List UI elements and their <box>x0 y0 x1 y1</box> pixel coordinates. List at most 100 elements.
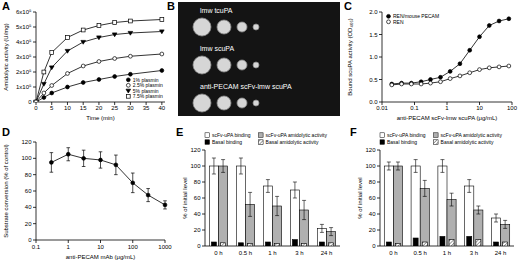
y-tick-label: 0 <box>372 243 376 249</box>
category-label: 1 h <box>268 250 276 256</box>
error-stem <box>223 160 224 173</box>
y-tick <box>33 12 36 13</box>
zymography-spot <box>193 56 211 74</box>
bar <box>238 243 243 246</box>
x-tick-label: 10 <box>64 105 71 111</box>
category-label: 1 h <box>443 250 451 256</box>
y-tick <box>377 182 380 183</box>
data-point <box>160 18 164 22</box>
data-point <box>42 96 46 100</box>
data-point <box>419 82 423 86</box>
error-bar <box>450 193 454 206</box>
legend-label: 7.5% plasmin <box>133 93 163 99</box>
legend-label: scFv-uPA amidolytic activity <box>266 132 328 138</box>
legend: 1% plasmin2.5% plasmin5% plasmin7.5% pla… <box>126 77 163 100</box>
data-point <box>66 85 70 89</box>
error-bar <box>221 160 225 173</box>
plot-area <box>384 160 509 246</box>
bar <box>447 200 456 246</box>
y-tick <box>33 158 36 159</box>
error-bar <box>396 162 400 170</box>
x-tick-label: 1000 <box>158 244 172 250</box>
y-tick-label: 20 <box>194 227 201 233</box>
data-point <box>112 33 117 37</box>
error-cap <box>414 172 418 173</box>
plot-area <box>209 158 335 246</box>
error-cap <box>476 214 480 215</box>
series-line <box>392 66 509 85</box>
data-point <box>42 70 46 74</box>
data-point <box>66 36 70 40</box>
bar <box>465 186 474 246</box>
bar <box>422 242 427 246</box>
error-stem <box>424 180 425 196</box>
x-axis-line <box>36 102 165 103</box>
y-tick-label: 120 <box>365 147 376 153</box>
y-tick-label: 40 <box>369 211 376 217</box>
y-tick-label: 1.5 <box>369 32 378 38</box>
error-stem <box>240 158 241 174</box>
bar <box>494 242 499 246</box>
y-tick-label: 2x10⁵ <box>16 69 32 75</box>
error-bar <box>440 160 444 173</box>
bar <box>491 218 500 246</box>
data-point <box>507 64 511 68</box>
error-cap <box>440 159 444 160</box>
error-cap <box>82 150 86 151</box>
error-stem <box>321 224 322 232</box>
error-cap <box>423 196 427 197</box>
lane-label: lmw tcuPA <box>200 7 233 14</box>
data-point <box>468 71 472 75</box>
error-bar <box>387 162 391 170</box>
y-tick-label: 80 <box>25 172 32 178</box>
error-cap <box>163 208 167 209</box>
y-tick-label: 0 <box>28 99 32 105</box>
data-point <box>146 193 150 197</box>
x-tick-label: 30 <box>127 105 134 111</box>
bar <box>386 242 391 246</box>
error-stem <box>505 220 506 228</box>
error-cap <box>494 214 498 215</box>
bar <box>265 242 270 246</box>
legend: scFv-uPA bindingscFv-uPA amidolytic acti… <box>205 132 327 145</box>
y-axis-label: % of initial level <box>182 177 188 218</box>
error-bar <box>82 150 86 166</box>
y-tick-label: 2.0 <box>369 9 378 15</box>
data-point <box>448 77 452 81</box>
y-tick-label: 40 <box>25 204 32 210</box>
error-stem <box>250 192 251 216</box>
y-tick-label: 80 <box>194 179 201 185</box>
y-tick-label: 40 <box>194 211 201 217</box>
x-axis: 0 h0.5 h1 h3 h24 h <box>380 246 514 256</box>
category-label: 0.5 h <box>414 250 427 256</box>
legend-swatch <box>205 140 210 145</box>
y-tick <box>33 240 36 241</box>
panel-letter: C <box>344 0 352 12</box>
zymography-spot <box>217 96 231 110</box>
y-tick <box>377 198 380 199</box>
legend-swatch <box>380 133 385 138</box>
error-cap <box>50 172 54 173</box>
y-tick <box>202 230 205 231</box>
legend-marker <box>126 83 130 87</box>
error-cap <box>494 222 498 223</box>
error-cap <box>467 179 471 180</box>
data-point <box>497 19 501 23</box>
error-cap <box>440 172 444 173</box>
error-stem <box>294 182 295 198</box>
category-label: 0 h <box>214 250 222 256</box>
error-cap <box>99 168 103 169</box>
y-tick <box>377 246 380 247</box>
error-bar <box>266 180 270 193</box>
figure: A01x10⁵2x10⁵3x10⁵4x10⁵5x10⁵6x10⁵Amidolyt… <box>0 0 520 274</box>
zymography-spot <box>193 94 211 112</box>
error-stem <box>213 158 214 174</box>
x-tick-label: 0 <box>34 105 38 111</box>
zymography-spot <box>253 24 259 30</box>
error-cap <box>396 162 400 163</box>
y-axis-label: Amidolytic activity (U/mg) <box>3 23 9 90</box>
x-axis-label: Time (min) <box>86 115 114 121</box>
y-tick-label: 0 <box>28 237 32 243</box>
data-point <box>42 91 46 95</box>
y-tick-label: 20 <box>369 227 376 233</box>
